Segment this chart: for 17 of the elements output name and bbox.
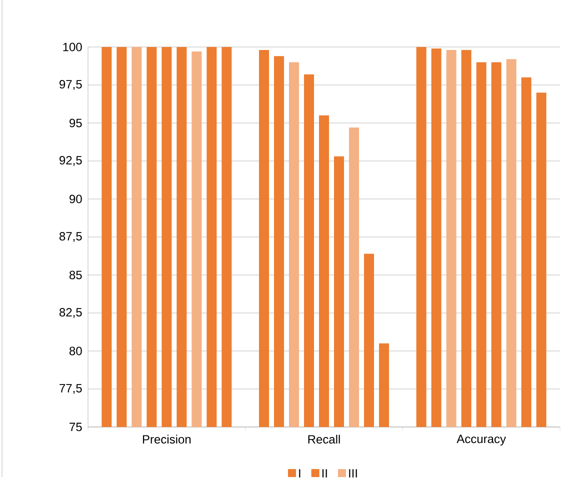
x-tick-label: Accuracy <box>456 434 506 446</box>
legend-label: I <box>299 469 300 478</box>
legend-label: III <box>349 469 357 478</box>
y-tick-label: 85 <box>70 270 82 280</box>
legend-label: II <box>322 469 327 478</box>
y-tick-label: 87,5 <box>60 232 82 242</box>
y-tick-label: 95 <box>70 118 82 128</box>
y-tick-label: 77,5 <box>60 384 82 394</box>
y-tick-label: 80 <box>70 346 82 356</box>
y-tick-label: 92,5 <box>60 156 82 166</box>
y-tick-label: 100 <box>63 42 82 52</box>
y-tick-label: 90 <box>70 194 82 204</box>
x-tick-label: Precision <box>142 434 191 444</box>
y-tick-label: 75 <box>70 422 82 432</box>
y-tick-label: 82,5 <box>60 308 82 318</box>
y-tick-label: 97,5 <box>60 80 82 90</box>
x-tick-label: Recall <box>308 434 340 444</box>
